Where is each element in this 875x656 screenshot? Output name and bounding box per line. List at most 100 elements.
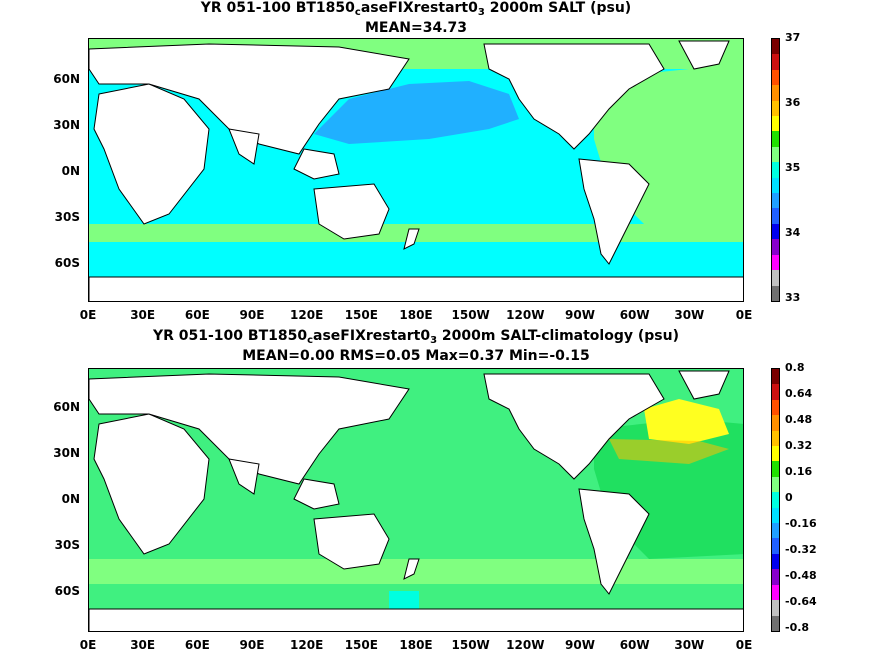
lon-label: 180E xyxy=(399,638,433,652)
panel1-lat-30s: 30S xyxy=(54,210,80,224)
lon-label: 30E xyxy=(130,638,156,652)
colorbar-swatch xyxy=(772,476,779,493)
lon-label: 60E xyxy=(184,308,210,322)
colorbar-swatch xyxy=(772,54,779,70)
colorbar-swatch xyxy=(772,553,779,570)
colorbar-swatch xyxy=(772,270,779,286)
north-atlantic-anomaly-edge xyxy=(609,439,729,464)
colorbar-tick-label: 33 xyxy=(785,291,801,304)
lon-label: 150E xyxy=(344,308,378,322)
lon-label: 120W xyxy=(506,308,545,322)
colorbar-swatch xyxy=(772,615,779,631)
lon-label: 0E xyxy=(79,308,97,322)
colorbar-tick-label: -0.8 xyxy=(785,621,810,634)
land-masses xyxy=(89,370,730,595)
north-america xyxy=(483,43,665,150)
lon-label: 90E xyxy=(239,308,265,322)
colorbar-swatch xyxy=(772,461,779,477)
colorbar-swatch xyxy=(772,254,779,271)
panel2-lat-30n: 30N xyxy=(53,446,80,460)
lon-label: 60W xyxy=(619,308,650,322)
colorbar-swatch xyxy=(772,430,779,447)
panel2-lat-60s: 60S xyxy=(54,584,80,598)
colorbar-tick-label: 0.8 xyxy=(785,361,805,374)
colorbar-tick-label: -0.32 xyxy=(785,543,817,556)
greenland xyxy=(678,370,730,400)
panel2-colorbar xyxy=(771,368,780,632)
australia xyxy=(313,513,390,570)
maritime-continent xyxy=(293,148,340,180)
africa xyxy=(93,413,210,555)
colorbar-swatch xyxy=(772,69,779,86)
lon-label: 60W xyxy=(619,638,650,652)
panel2-map-svg xyxy=(89,369,743,631)
lon-label: 30E xyxy=(130,308,156,322)
colorbar-swatch xyxy=(772,569,779,585)
colorbar-tick-label: -0.64 xyxy=(785,595,817,608)
colorbar-swatch xyxy=(772,162,779,178)
panel2-lat-30s: 30S xyxy=(54,538,80,552)
panel1-title: YR 051-100 BT1850caseFIXrestart03 2000m … xyxy=(200,0,632,18)
lon-label: 30W xyxy=(674,308,705,322)
southern-cyan-patch xyxy=(389,591,419,609)
india xyxy=(228,458,260,495)
eurasia xyxy=(89,373,410,485)
lon-label: 90W xyxy=(565,308,595,322)
colorbar-swatch xyxy=(772,131,779,147)
panel1-stats: MEAN=34.73 xyxy=(364,20,468,36)
lon-label: 90E xyxy=(239,638,265,652)
colorbar-tick-label: -0.16 xyxy=(785,517,817,530)
panel2-title: YR 051-100 BT1850caseFIXrestart03 2000m … xyxy=(152,328,679,346)
colorbar-tick-label: 36 xyxy=(785,96,801,109)
panel2-map xyxy=(88,368,744,632)
maritime-continent xyxy=(293,478,340,510)
colorbar-swatch xyxy=(772,507,779,524)
colorbar-swatch xyxy=(772,146,779,163)
colorbar-swatch xyxy=(772,208,779,224)
colorbar-swatch xyxy=(772,492,779,508)
colorbar-swatch xyxy=(772,399,779,416)
antarctica xyxy=(89,276,743,301)
lon-label: 150W xyxy=(451,308,490,322)
colorbar-swatch xyxy=(772,600,779,616)
colorbar-swatch xyxy=(772,523,779,539)
colorbar-swatch xyxy=(772,369,779,385)
lon-label: 0E xyxy=(79,638,97,652)
panel2-stats: MEAN=0.00 RMS=0.05 Max=0.37 Min=-0.15 xyxy=(242,348,590,364)
antarctica xyxy=(89,608,743,631)
panel1-map-svg xyxy=(89,39,743,301)
colorbar-swatch xyxy=(772,384,779,400)
north-pacific-region xyxy=(314,81,519,144)
panel1-colorbar xyxy=(771,38,780,302)
colorbar-swatch xyxy=(772,100,779,117)
colorbar-swatch xyxy=(772,177,779,194)
land-masses xyxy=(89,40,730,265)
panel1-lat-60s: 60S xyxy=(54,256,80,270)
lon-label: 150W xyxy=(451,638,490,652)
new-zealand xyxy=(403,228,420,250)
lon-label: 0E xyxy=(735,638,753,652)
south-america xyxy=(578,488,650,595)
australia xyxy=(313,183,390,240)
colorbar-swatch xyxy=(772,584,779,601)
lon-label: 180E xyxy=(399,308,433,322)
india xyxy=(228,128,260,165)
panel1-map xyxy=(88,38,744,302)
colorbar-swatch xyxy=(772,116,779,132)
lon-label: 120E xyxy=(290,308,324,322)
colorbar-tick-label: 37 xyxy=(785,31,801,44)
south-america xyxy=(578,158,650,265)
lon-label: 0E xyxy=(735,308,753,322)
colorbar-swatch xyxy=(772,239,779,255)
colorbar-swatch xyxy=(772,223,779,240)
colorbar-tick-label: 0 xyxy=(785,491,793,504)
new-zealand xyxy=(403,558,420,580)
colorbar-swatch xyxy=(772,538,779,554)
colorbar-swatch xyxy=(772,39,779,55)
panel2-lat-0n: 0N xyxy=(61,492,80,506)
eurasia xyxy=(89,43,410,155)
north-atlantic-anomaly xyxy=(644,399,729,444)
colorbar-swatch xyxy=(772,446,779,462)
greenland xyxy=(678,40,730,70)
colorbar-swatch xyxy=(772,285,779,301)
